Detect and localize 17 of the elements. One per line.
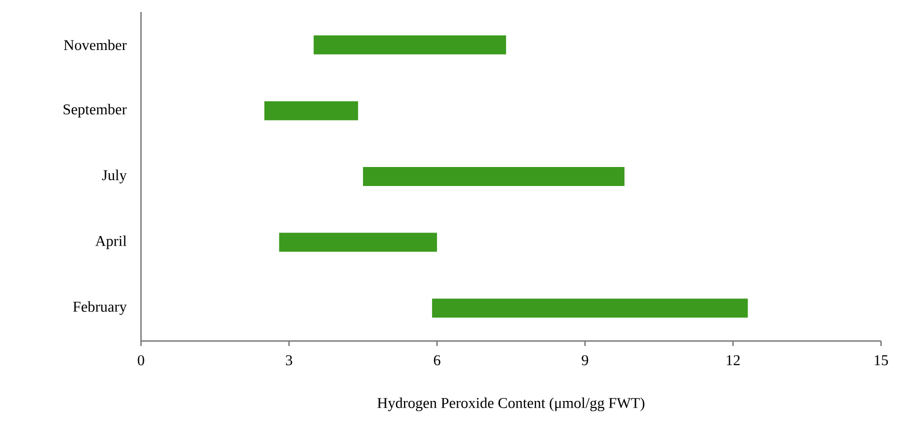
x-tick-label: 15 [874,355,888,366]
x-tick-label: 9 [582,355,588,366]
y-tick-label: September [64,104,127,118]
x-tick-label: 12 [726,355,740,366]
y-tick-label: July [102,170,127,184]
y-tick-label: November [64,40,127,50]
x-axis-title: Hydrogen Peroxide Content (μmol/gg FWT) [377,398,644,412]
y-tick-label: February [73,301,127,315]
x-tick-label: 3 [286,355,292,366]
y-tick-label: April [95,236,127,250]
bar [432,298,748,318]
x-tick-label: 6 [434,355,440,366]
bar [264,101,358,120]
bar [314,35,506,54]
bar [279,232,438,252]
x-tick-label: 0 [138,355,144,366]
bar [363,167,624,186]
